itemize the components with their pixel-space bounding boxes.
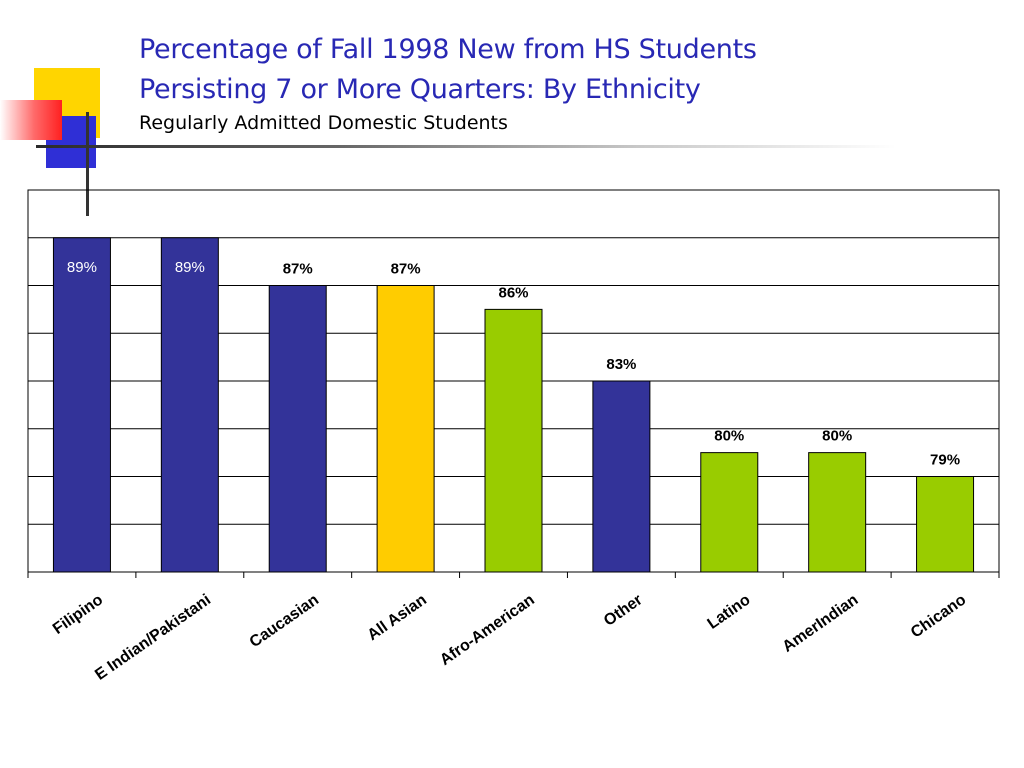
bar <box>52 237 111 573</box>
decor-vertical-line <box>86 112 89 216</box>
slide-title-block: Percentage of Fall 1998 New from HS Stud… <box>139 30 757 134</box>
bar <box>160 237 219 573</box>
x-tick-label: Chicano <box>908 591 970 641</box>
data-label: 87% <box>391 261 421 278</box>
x-tick-label: All Asian <box>365 591 430 644</box>
x-tick-label: Latino <box>705 591 754 633</box>
decor-red-gradient <box>0 100 62 140</box>
data-label: 89% <box>67 259 97 276</box>
bar <box>268 285 327 573</box>
slide-title-line-1: Percentage of Fall 1998 New from HS Stud… <box>139 34 757 65</box>
data-label: 80% <box>714 428 744 445</box>
decor-horizontal-line <box>36 145 896 148</box>
data-label: 89% <box>175 259 205 276</box>
slide-title-line-2: Persisting 7 or More Quarters: By Ethnic… <box>139 74 701 105</box>
data-label: 83% <box>606 356 636 373</box>
bar <box>808 452 867 573</box>
bar <box>592 380 651 573</box>
bar <box>376 285 435 573</box>
bar <box>700 452 759 573</box>
x-tick-label: Filipino <box>50 591 107 638</box>
data-label: 87% <box>283 261 313 278</box>
slide-subtitle: Regularly Admitted Domestic Students <box>139 112 508 134</box>
x-tick-label: Other <box>601 591 646 629</box>
x-tick-label: AmerIndian <box>780 591 862 655</box>
x-tick-label: Caucasian <box>247 591 322 651</box>
data-label: 86% <box>498 284 528 301</box>
bar <box>916 476 975 573</box>
bar <box>484 308 543 573</box>
x-tick-label: Afro-American <box>437 591 538 669</box>
data-label: 80% <box>822 428 852 445</box>
x-tick-label: E Indian/Pakistani <box>92 591 214 683</box>
data-label: 79% <box>930 452 960 469</box>
